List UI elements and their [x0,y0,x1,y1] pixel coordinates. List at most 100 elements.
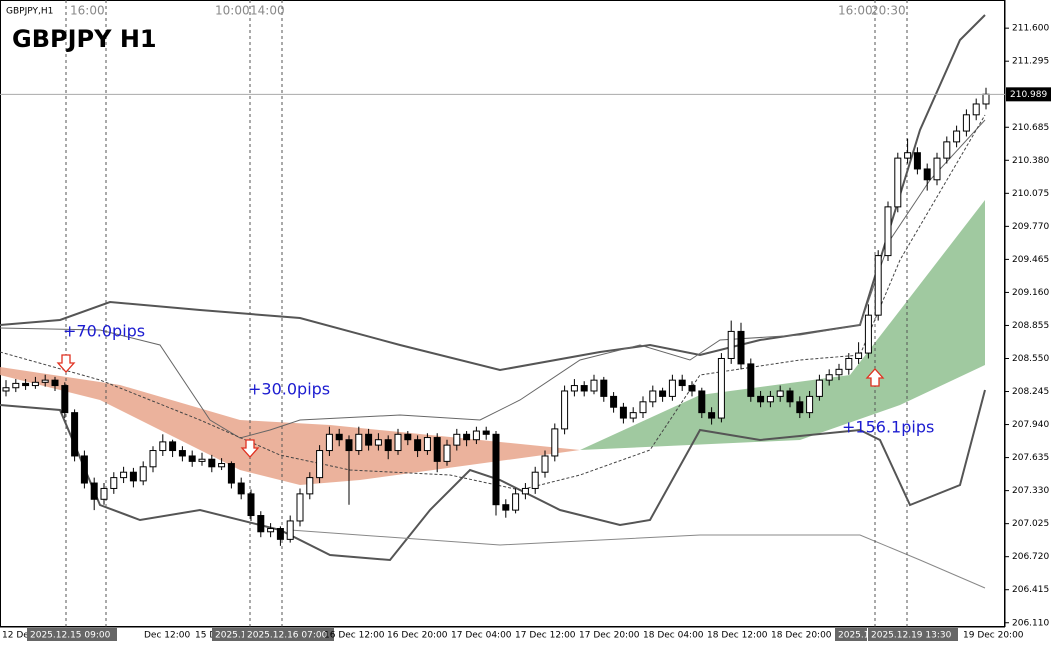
candle-body [962,114,970,132]
candle-body [129,471,137,482]
x-label-highlight [244,628,334,641]
candle-body [864,314,872,354]
candle-body [521,487,529,495]
candle-body [31,381,39,387]
y-tick-label: 207.635 [1012,453,1049,463]
top-times: 16:00 10:00 14:00 16:00 20:30 [70,4,906,18]
top-time: 10:00 [215,4,250,18]
candle-body [247,493,255,517]
candle-body [727,330,735,359]
y-tick-label: 211.295 [1012,57,1049,67]
candle-body [218,463,226,468]
candle-body [169,441,177,452]
candle-body [423,437,431,452]
candle-body [433,437,441,462]
candle-body [551,428,559,457]
candle-body [237,482,245,495]
x-tick-label: 2025.12.15 09:00 [30,631,111,641]
y-tick-label: 207.940 [1012,420,1049,430]
y-tick-label: 211.600 [1012,24,1049,34]
candle-body [355,433,363,452]
candle-body [51,379,59,387]
y-tick-label: 210.380 [1012,156,1049,166]
candle-body [198,458,206,462]
candle-body [80,455,88,484]
candle-body [531,471,539,489]
candle-body [737,330,745,365]
current-price-box [1006,87,1051,102]
candle-body [541,455,549,473]
y-tick-label: 209.160 [1012,288,1049,298]
candle-body [100,487,108,500]
candle-body [835,368,843,376]
x-tick-label: 16 Dec 20:00 [387,631,448,641]
candle-body [766,395,774,403]
x-label-highlight [835,628,867,641]
top-time: 14:00 [250,4,285,18]
x-tick-label: 2025.12.19 13:30 [871,631,952,641]
candle-body [159,441,167,452]
band-mid [0,114,986,491]
x-label-highlight [212,628,244,641]
candle-body [227,463,235,484]
candle-body [453,433,461,446]
candle-body [933,157,941,181]
candle-body [943,141,951,159]
candle-body [855,352,863,359]
x-tick-label: 17 Dec 12:00 [515,631,576,641]
candle-body [502,504,510,511]
candle-body [257,515,265,533]
candle-body [90,482,98,500]
candle-body [286,520,294,540]
candle-body [894,157,902,208]
y-tick-label: 207.025 [1012,519,1049,529]
x-tick-label: 15 D [195,631,216,641]
candle-body [306,477,314,495]
candle-body [668,379,676,397]
candle-body [972,103,980,116]
candle-body [463,433,471,441]
candle-body [188,455,196,462]
candle-body [443,444,451,462]
current-price-label: 210.989 [1010,90,1047,100]
candle-body [365,433,373,446]
x-tick-label: 19 Dec 20:00 [963,631,1024,641]
top-time: 20:30 [871,4,906,18]
x-tick-label: 17 Dec 04:00 [451,631,512,641]
title: GBPJPY H1 [12,25,157,53]
candle-body [806,395,814,414]
symbol-label: GBPJPY,H1 [6,7,53,17]
candle-body [71,412,79,457]
candle-body [776,390,784,397]
candle-body [610,395,618,408]
candle-body [120,471,128,479]
candle-body [874,255,882,316]
signal-arrows [56,354,885,458]
candle-body [335,433,343,441]
candle-body [345,439,353,452]
candle-body [267,528,275,533]
markers [65,0,908,627]
candle-body [698,390,706,414]
band-lower [0,389,986,562]
candle-body [570,385,578,392]
x-label-highlight [27,628,117,641]
x-tick-label: 17 Dec 20:00 [579,631,640,641]
x-label-highlight [868,628,958,641]
candle-body [384,439,392,452]
candle-body [404,433,412,441]
candle-body [276,528,284,540]
candle-body [825,374,833,381]
y-tick-label: 209.465 [1012,255,1049,265]
candle-body [757,395,765,403]
candle-body [316,450,324,479]
candle-body [649,390,657,403]
candle-body [619,406,627,419]
sell-arrow [240,439,260,458]
candle-body [149,450,157,468]
candle-body [41,379,49,383]
x-tick-label: 2025.1 [215,631,247,641]
candle-body [708,412,716,419]
